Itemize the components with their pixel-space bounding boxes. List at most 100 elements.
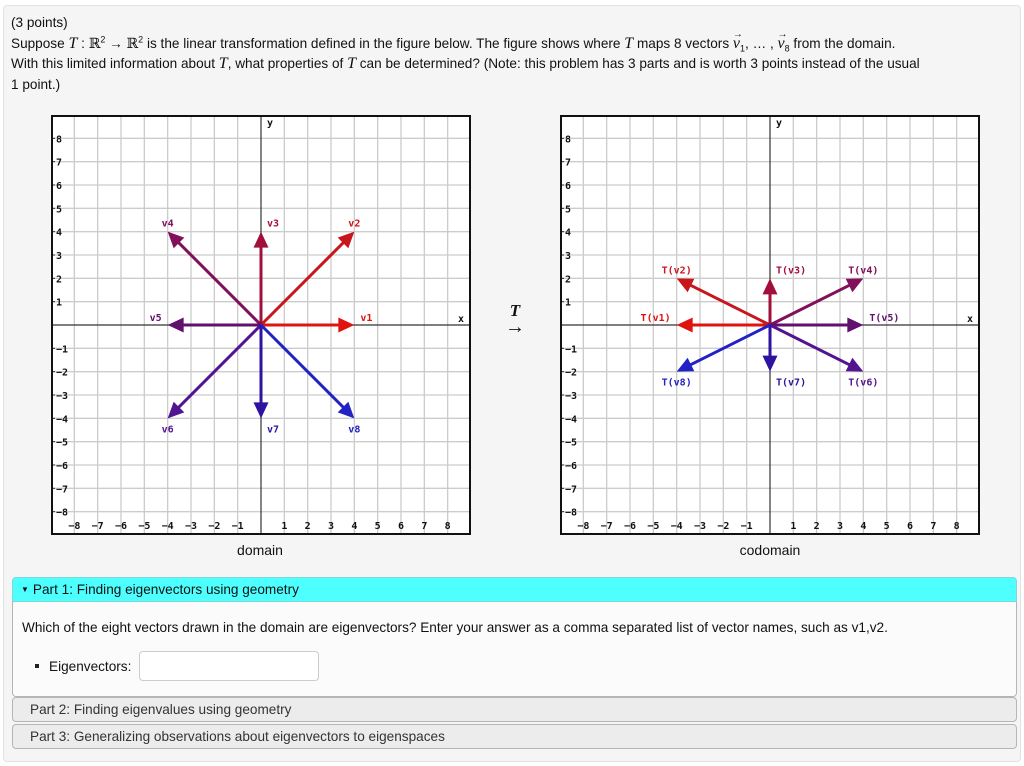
x-tick-label: −8: [577, 521, 589, 532]
bullet-icon: [35, 664, 39, 668]
x-tick-label: 5: [884, 521, 890, 532]
y-tick-label: 3: [56, 251, 62, 262]
eigenvectors-answer-row: Eigenvectors:: [35, 651, 320, 681]
x-tick-label: 4: [351, 521, 357, 532]
x-tick-label: −7: [601, 521, 613, 532]
x-tick-label: −1: [232, 521, 244, 532]
eigenvectors-label: Eigenvectors:: [49, 658, 132, 674]
x-tick-label: −2: [717, 521, 729, 532]
svg-text:v3: v3: [267, 219, 279, 230]
vector-tv1: T(v1): [641, 313, 770, 333]
vector-v5: v5: [150, 313, 261, 333]
y-tick-label: −3: [565, 391, 577, 402]
y-tick-label: 6: [56, 181, 62, 192]
plot-border: [560, 115, 980, 535]
x-tick-label: 4: [860, 521, 866, 532]
vector-tv2: T(v2): [662, 265, 771, 327]
x-tick-label: 1: [281, 521, 287, 532]
y-tick-label: −2: [56, 368, 68, 379]
svg-text:T(v1): T(v1): [641, 313, 671, 324]
svg-text:v1: v1: [360, 313, 372, 324]
y-tick-label: −4: [56, 414, 68, 425]
part-1-header[interactable]: ▼ Part 1: Finding eigenvectors using geom…: [12, 577, 1017, 602]
codomain-caption: codomain: [739, 542, 801, 558]
vector-plot-svg: −8 −7 −6 −5 −4 −3 −2 −1 1 2 3 4 5 6 7 8 −8 −7 −6 −5 −4 −3 −2 −1…: [51, 115, 471, 535]
y-axis-label: y: [776, 118, 782, 129]
y-tick-label: −2: [565, 368, 577, 379]
part-2-section: Part 2: Finding eigenvalues using geomet…: [12, 697, 1017, 722]
svg-text:T(v3): T(v3): [776, 265, 806, 276]
y-tick-label: −4: [565, 414, 577, 425]
y-tick-label: −5: [56, 438, 68, 449]
part-3-header[interactable]: Part 3: Generalizing observations about …: [12, 724, 1017, 749]
vector-v1: v1: [261, 313, 372, 333]
y-tick-label: 7: [56, 158, 62, 169]
x-tick-label: 5: [375, 521, 381, 532]
y-tick-label: 3: [565, 251, 571, 262]
svg-text:T(v6): T(v6): [848, 378, 878, 389]
y-tick-label: 4: [565, 228, 571, 239]
y-tick-label: −8: [56, 508, 68, 519]
vector-tv7: T(v7): [762, 325, 806, 389]
x-tick-label: 2: [814, 521, 820, 532]
x-tick-label: 2: [305, 521, 311, 532]
y-tick-label: −7: [565, 484, 577, 495]
problem-statement: (3 points) Suppose T : ℝ2 → ℝ2 is the li…: [11, 13, 1011, 95]
svg-text:v5: v5: [150, 313, 162, 324]
svg-text:v2: v2: [348, 219, 360, 230]
part-1-title: Part 1: Finding eigenvectors using geome…: [32, 582, 299, 597]
svg-text:v8: v8: [348, 424, 360, 435]
vector-v7: v7: [253, 325, 279, 435]
plot-border: [51, 115, 471, 535]
x-tick-label: 8: [954, 521, 960, 532]
vector-tv8: T(v8): [662, 323, 771, 389]
x-tick-label: 7: [421, 521, 427, 532]
vector-v3: v3: [253, 219, 279, 325]
y-tick-label: 1: [565, 298, 571, 309]
y-tick-label: 5: [565, 204, 571, 215]
y-tick-label: −7: [56, 484, 68, 495]
x-tick-label: 6: [907, 521, 913, 532]
x-tick-label: −5: [138, 521, 150, 532]
y-tick-label: −5: [565, 438, 577, 449]
x-tick-label: −4: [671, 521, 683, 532]
part-3-section: Part 3: Generalizing observations about …: [12, 724, 1017, 749]
svg-text:v4: v4: [162, 219, 174, 230]
x-tick-label: −4: [162, 521, 174, 532]
y-tick-label: 5: [56, 204, 62, 215]
x-tick-label: −5: [647, 521, 659, 532]
vector-v4: v4: [162, 219, 263, 327]
transform-label: T: [509, 301, 521, 320]
vector-tv3: T(v3): [762, 265, 806, 325]
x-axis-label: x: [967, 314, 973, 325]
statement-line-2: With this limited information about T, w…: [11, 55, 920, 72]
y-tick-label: −1: [56, 344, 68, 355]
svg-text:T(v7): T(v7): [776, 378, 806, 389]
vector-plot-svg: −8 −7 −6 −5 −4 −3 −2 −1 1 2 3 4 5 6 7 8 −8 −7 −6 −5 −4 −3 −2 −1…: [560, 115, 980, 535]
x-tick-label: −6: [115, 521, 127, 532]
x-tick-label: −6: [624, 521, 636, 532]
part-2-title: Part 2: Finding eigenvalues using geomet…: [30, 702, 292, 717]
part-1-body: Which of the eight vectors drawn in the …: [12, 602, 1017, 697]
statement-line-3: 1 point.): [11, 76, 61, 92]
y-tick-label: 6: [565, 181, 571, 192]
x-tick-label: 3: [837, 521, 843, 532]
y-tick-label: 8: [565, 134, 571, 145]
part-2-header[interactable]: Part 2: Finding eigenvalues using geomet…: [12, 697, 1017, 722]
x-tick-label: −3: [694, 521, 706, 532]
transform-arrow: T →: [500, 301, 530, 337]
y-tick-label: 4: [56, 228, 62, 239]
vector-v6: v6: [162, 323, 263, 435]
x-tick-label: 8: [445, 521, 451, 532]
statement-line-1: Suppose T : ℝ2 → ℝ2 is the linear transf…: [11, 25, 1011, 55]
svg-text:T(v5): T(v5): [869, 313, 899, 324]
part-1-question: Which of the eight vectors drawn in the …: [22, 620, 888, 635]
x-tick-label: −3: [185, 521, 197, 532]
y-tick-label: −6: [565, 461, 577, 472]
vector-v8: v8: [259, 323, 360, 435]
x-tick-label: 6: [398, 521, 404, 532]
eigenvectors-input[interactable]: [139, 651, 320, 681]
part-3-title: Part 3: Generalizing observations about …: [30, 729, 445, 744]
y-tick-label: −6: [56, 461, 68, 472]
caret-down-icon: ▼: [21, 585, 29, 594]
